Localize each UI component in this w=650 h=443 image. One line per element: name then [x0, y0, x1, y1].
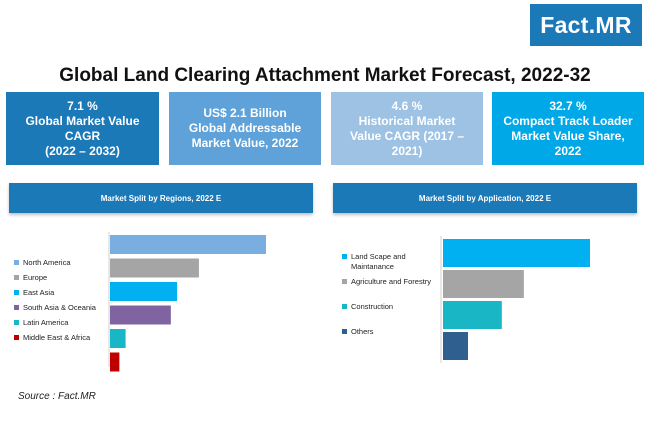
region-legend-label: South Asia & Oceania: [23, 303, 96, 312]
application-legend-label: Land Scape and Maintanance: [351, 252, 406, 271]
region-bar-1: [110, 235, 266, 254]
application-legend-swatch: [342, 254, 347, 259]
stat-card-line: Market Value Share,: [511, 128, 625, 143]
region-legend-label: Latin America: [23, 318, 69, 327]
application-legend-swatch: [342, 329, 347, 334]
stat-card-line: Historical Market: [358, 113, 456, 128]
stat-card-line: Global Addressable: [188, 121, 302, 135]
region-legend-item: South Asia & Oceania: [14, 303, 96, 313]
application-legend-swatch: [342, 304, 347, 309]
stat-card-4: 32.7 % Compact Track Loader Market Value S…: [492, 92, 644, 165]
application-chart-title: Market Split by Application, 2022 E: [418, 193, 552, 203]
region-bar-2: [110, 258, 199, 278]
application-legend-item: Agriculture and Forestry: [342, 277, 431, 287]
stat-card-line: 4.6 %: [391, 98, 423, 113]
application-legend-item: Construction: [342, 302, 393, 312]
page-title: Global Land Clearing Attachment Market F…: [59, 65, 591, 86]
region-bar-3: [110, 282, 178, 301]
region-bar-4: [110, 305, 171, 325]
region-legend-label: Europe: [23, 273, 48, 282]
region-legend-item: Latin America: [14, 318, 68, 328]
application-bar-3: [443, 301, 502, 329]
application-bar-4: [443, 332, 468, 360]
stat-card-line: 2022: [554, 143, 582, 158]
region-legend-label: East Asia: [23, 288, 55, 297]
application-legend-label: Others: [351, 327, 374, 336]
factmr-logo: Fact.MR: [530, 4, 642, 46]
application-panel-header: Market Split by Application, 2022 E: [333, 183, 637, 213]
application-legend-item: Others: [342, 327, 374, 337]
region-legend-label: Middle East & Africa: [23, 333, 91, 342]
application-legend-swatch: [342, 279, 347, 284]
stat-card-3: 4.6 % Historical Market Value CAGR (2017 –…: [331, 92, 483, 165]
logo-text: Fact.MR: [540, 11, 632, 38]
regions-bars: [110, 235, 266, 372]
stat-card-line: Value CAGR (2017 –: [349, 128, 465, 143]
region-legend-label: North America: [23, 258, 71, 267]
region-legend-swatch: [14, 260, 19, 265]
stat-card-line: 7.1 %: [67, 98, 98, 113]
stat-card-line: Market Value, 2022: [191, 136, 299, 150]
regions-panel-header: Market Split by Regions, 2022 E: [9, 183, 313, 213]
stat-card-line: (2022 – 2032): [45, 143, 120, 158]
region-legend-item: North America: [14, 258, 71, 268]
stat-card-line: 32.7 %: [549, 98, 587, 113]
stat-card-line: Compact Track Loader: [503, 113, 633, 128]
region-legend-swatch: [14, 305, 19, 310]
stat-card-line: 2021): [391, 143, 423, 158]
region-bar-6: [110, 352, 120, 372]
application-bar-2: [443, 270, 524, 298]
application-legend-item: Land Scape and Maintanance: [342, 252, 406, 272]
region-legend-swatch: [14, 320, 19, 325]
application-legend-label: Agriculture and Forestry: [351, 277, 432, 286]
region-legend-swatch: [14, 290, 19, 295]
stat-card-line: US$ 2.1 Billion: [203, 106, 287, 120]
stat-card-1: 7.1 % Global Market Value CAGR (2022 – 2032…: [6, 92, 159, 165]
application-bars: [443, 239, 590, 360]
region-legend-item: East Asia: [14, 288, 54, 298]
region-legend-item: Middle East & Africa: [14, 333, 90, 343]
source-note: Source : Fact.MR: [18, 391, 96, 402]
region-legend-swatch: [14, 335, 19, 340]
stat-card-2: US$ 2.1 Billion Global Addressable Market …: [169, 92, 321, 165]
application-legend-label: Construction: [351, 302, 394, 311]
stat-card-line: CAGR: [64, 128, 101, 143]
region-legend-swatch: [14, 275, 19, 280]
application-bar-1: [443, 239, 590, 267]
region-legend-item: Europe: [14, 273, 47, 283]
stat-card-line: Global Market Value: [25, 113, 140, 128]
region-bar-5: [110, 329, 126, 348]
regions-chart-title: Market Split by Regions, 2022 E: [100, 193, 222, 203]
